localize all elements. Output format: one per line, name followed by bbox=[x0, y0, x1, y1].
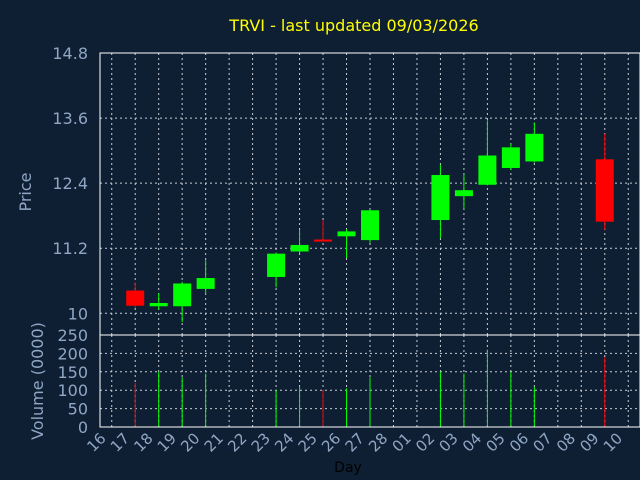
volume-tick-label: 150 bbox=[57, 363, 88, 382]
candle-body bbox=[595, 159, 614, 222]
candle bbox=[314, 220, 333, 242]
candle bbox=[196, 260, 215, 294]
price-axis-label: Price bbox=[16, 172, 35, 211]
candle bbox=[525, 122, 544, 163]
price-tick-label: 13.6 bbox=[52, 109, 88, 128]
candle-body bbox=[126, 290, 145, 306]
candle-body bbox=[454, 190, 473, 197]
candle bbox=[454, 174, 473, 209]
candle bbox=[501, 143, 520, 171]
candle bbox=[595, 133, 614, 230]
candle-body bbox=[290, 244, 309, 252]
candle-body bbox=[525, 133, 544, 162]
volume-plot-border bbox=[99, 334, 640, 428]
candle-body bbox=[173, 283, 192, 307]
candle bbox=[361, 209, 379, 243]
candle bbox=[173, 281, 192, 322]
volume-tick-label: 100 bbox=[57, 381, 88, 400]
price-tick-label: 14.8 bbox=[52, 44, 88, 63]
chart-title: TRVI - last updated 09/03/2026 bbox=[228, 16, 478, 35]
candle-body bbox=[337, 231, 356, 237]
candle-body bbox=[149, 303, 168, 307]
price-tick-label: 12.4 bbox=[52, 174, 88, 193]
volume-tick-label: 50 bbox=[68, 400, 88, 419]
x-axis: 1617181920212223242526272801020304050607… bbox=[83, 429, 626, 455]
candle bbox=[337, 229, 356, 258]
candle bbox=[267, 252, 286, 288]
candle bbox=[149, 293, 168, 310]
candle-body bbox=[267, 253, 286, 277]
price-tick-label: 11.2 bbox=[52, 239, 88, 258]
candle bbox=[478, 120, 497, 186]
candle bbox=[431, 164, 450, 239]
candle-body bbox=[196, 278, 215, 289]
price-panel: 14.8 13.6 12.4 11.2 10 bbox=[52, 44, 640, 336]
volume-tick-label: 200 bbox=[57, 344, 88, 363]
volume-tick-label: 0 bbox=[78, 418, 88, 437]
candle-body bbox=[314, 239, 333, 242]
volume-axis-label: Volume (0000) bbox=[28, 322, 47, 440]
x-axis-label: Day bbox=[334, 460, 362, 476]
candle-body bbox=[361, 210, 379, 241]
price-tick-label: 10 bbox=[68, 304, 88, 323]
candle-body bbox=[431, 175, 450, 221]
candle-body bbox=[478, 155, 497, 185]
candle bbox=[290, 229, 309, 254]
volume-tick-label: 250 bbox=[57, 326, 88, 345]
candle-body bbox=[501, 147, 520, 168]
candle bbox=[126, 282, 145, 308]
